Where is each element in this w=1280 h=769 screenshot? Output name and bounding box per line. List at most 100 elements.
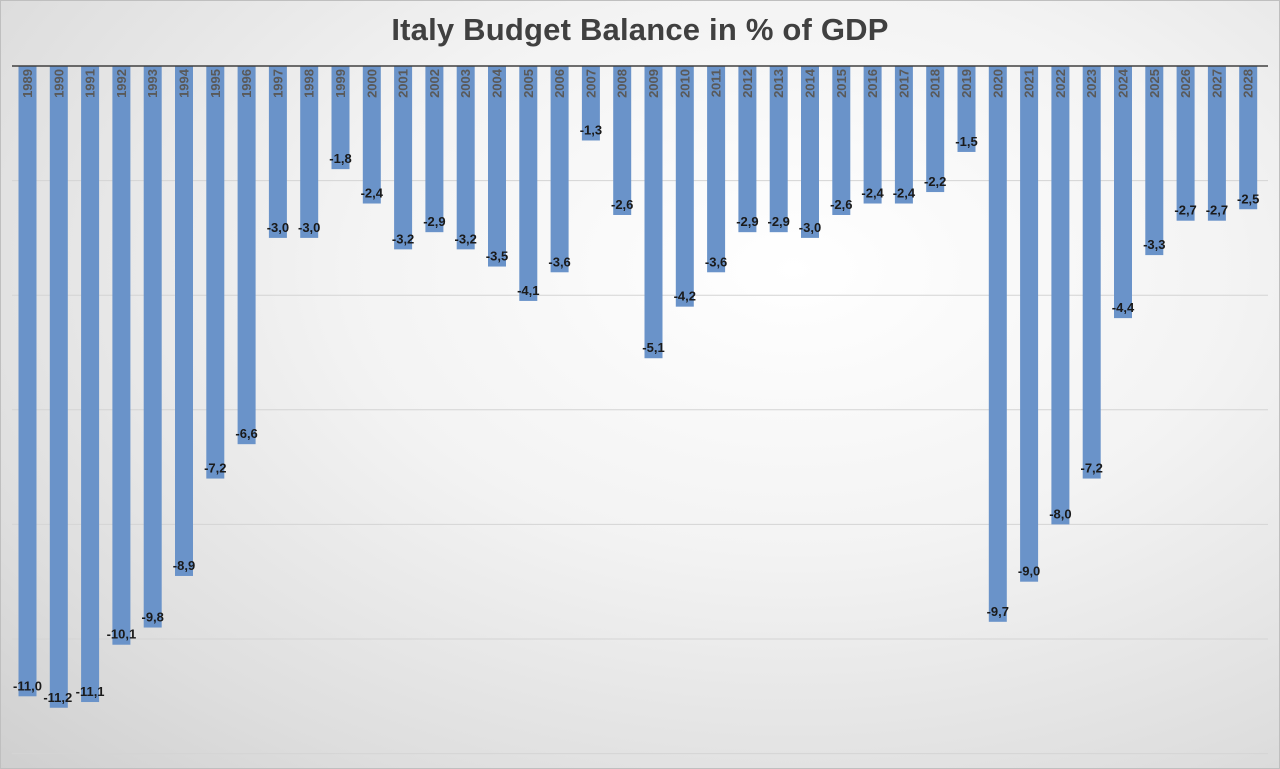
- bar-2027: [1207, 66, 1226, 221]
- x-tick-label: 1999: [333, 69, 348, 98]
- chart-title: Italy Budget Balance in % of GDP: [391, 12, 889, 47]
- x-tick-label: 1998: [302, 69, 317, 98]
- data-label: -9,0: [1018, 564, 1040, 579]
- x-tick-label: 2024: [1116, 68, 1131, 98]
- x-tick-label: 2015: [834, 69, 849, 98]
- data-label: -3,0: [298, 220, 320, 235]
- x-tick-label: 2026: [1178, 69, 1193, 98]
- data-label: -6,6: [235, 426, 257, 441]
- x-tick-label: 2004: [490, 68, 505, 98]
- x-tick-label: 2021: [1022, 69, 1037, 98]
- data-label: -4,2: [674, 289, 696, 304]
- x-tick-label: 1992: [114, 69, 129, 98]
- bar-1990: [49, 66, 68, 708]
- bar-2012: [738, 66, 757, 233]
- data-label: -11,1: [76, 684, 105, 699]
- bar-2011: [707, 66, 726, 273]
- data-label: -2,6: [830, 197, 852, 212]
- data-label: -9,7: [987, 604, 1009, 619]
- x-tick-label: 2016: [865, 69, 880, 98]
- bar-2017: [894, 66, 913, 204]
- bar-2025: [1145, 66, 1164, 256]
- bar-2019: [957, 66, 976, 152]
- x-tick-label: 2003: [458, 69, 473, 98]
- x-tick-label: 1995: [208, 69, 223, 98]
- data-label: -5,1: [642, 340, 664, 355]
- x-tick-label: 2009: [646, 69, 661, 98]
- bar-1989: [18, 66, 37, 697]
- data-label: -11,2: [43, 690, 72, 705]
- bar-1998: [300, 66, 319, 238]
- bar-2024: [1114, 66, 1132, 319]
- data-label: -11,0: [13, 678, 42, 693]
- bar-2001: [394, 66, 413, 250]
- x-tick-label: 2010: [677, 69, 692, 98]
- x-tick-label: 1994: [177, 68, 192, 98]
- bar-2000: [362, 66, 381, 204]
- x-tick-label: 2020: [990, 69, 1005, 98]
- data-label: -1,3: [580, 122, 602, 137]
- bar-1992: [112, 66, 131, 645]
- bar-2023: [1082, 66, 1101, 479]
- data-label: -7,2: [204, 461, 226, 476]
- x-tick-label: 2011: [709, 69, 724, 97]
- data-label: -3,0: [267, 220, 289, 235]
- data-label: -3,0: [799, 220, 821, 235]
- bar-1999: [331, 66, 350, 170]
- x-tick-label: 2025: [1147, 69, 1162, 98]
- data-label: -2,4: [361, 186, 384, 201]
- bar-2007: [581, 66, 600, 141]
- x-tick-label: 2007: [583, 69, 598, 98]
- data-label: -2,6: [611, 197, 633, 212]
- data-label: -2,4: [861, 186, 884, 201]
- data-label: -2,2: [924, 174, 946, 189]
- bar-1997: [268, 66, 287, 238]
- bar-2014: [801, 66, 819, 238]
- x-tick-label: 2027: [1209, 69, 1224, 98]
- x-tick-label: 2028: [1241, 69, 1256, 98]
- data-label: -2,4: [893, 186, 916, 201]
- bar-2005: [519, 66, 538, 301]
- bar-2010: [675, 66, 694, 307]
- data-label: -3,6: [548, 254, 570, 269]
- bar-2022: [1051, 66, 1070, 525]
- data-label: -2,5: [1237, 191, 1259, 206]
- data-label: -7,2: [1080, 461, 1102, 476]
- bar-2020: [988, 66, 1007, 622]
- bar-2028: [1239, 66, 1258, 210]
- x-tick-label: 2017: [896, 69, 911, 98]
- bar-2002: [425, 66, 444, 233]
- data-label: -3,2: [454, 231, 476, 246]
- data-label: -3,3: [1143, 237, 1165, 252]
- bar-1991: [81, 66, 100, 703]
- data-label: -2,9: [423, 214, 445, 229]
- x-tick-label: 2019: [959, 69, 974, 98]
- x-tick-label: 1990: [51, 69, 66, 98]
- data-label: -4,4: [1112, 300, 1135, 315]
- data-label: -3,5: [486, 249, 508, 264]
- data-label: -2,9: [736, 214, 758, 229]
- bar-2009: [644, 66, 663, 359]
- x-tick-label: 1993: [145, 69, 160, 98]
- data-label: -2,9: [767, 214, 789, 229]
- bar-2004: [488, 66, 506, 267]
- bar-2015: [832, 66, 851, 215]
- data-label: -9,8: [141, 610, 163, 625]
- data-label: -2,7: [1174, 203, 1196, 218]
- data-label: -10,1: [107, 627, 137, 642]
- bar-2003: [456, 66, 475, 250]
- x-tick-label: 2012: [740, 69, 755, 98]
- bar-1995: [206, 66, 225, 479]
- bar-1993: [143, 66, 162, 628]
- data-label: -3,6: [705, 254, 727, 269]
- bar-2026: [1176, 66, 1195, 221]
- data-label: -1,5: [955, 134, 977, 149]
- x-tick-label: 2005: [521, 69, 536, 98]
- data-label: -4,1: [517, 283, 539, 298]
- x-tick-label: 1989: [20, 69, 35, 98]
- data-label: -2,7: [1206, 203, 1228, 218]
- x-tick-label: 1996: [239, 69, 254, 98]
- bar-1994: [175, 66, 193, 576]
- bar-2021: [1020, 66, 1039, 582]
